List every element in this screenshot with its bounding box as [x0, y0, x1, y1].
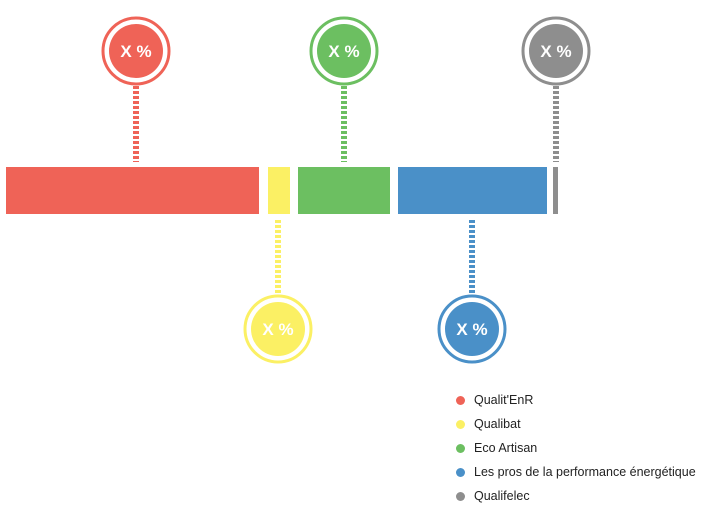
segment-group: X %: [298, 16, 390, 214]
legend-dot: [456, 491, 465, 501]
legend-label: Qualit'EnR: [474, 393, 534, 407]
legend-dot: [456, 419, 465, 429]
callout-label: X %: [328, 42, 359, 61]
legend-label: Qualifelec: [474, 489, 530, 503]
legend-item: Qualibat: [456, 412, 696, 436]
legend-label: Qualibat: [474, 417, 521, 431]
callout-ring: [101, 16, 171, 86]
legend-dot: [456, 467, 465, 477]
bar-segment: [6, 167, 259, 214]
legend-label: Les pros de la performance énergétique: [474, 465, 696, 479]
segment-group: X %: [243, 167, 313, 364]
callout-label: X %: [262, 320, 293, 339]
callout-disc: [445, 302, 499, 356]
callout-label: X %: [456, 320, 487, 339]
segment-group: X %: [521, 16, 591, 214]
bar-segment: [553, 167, 558, 214]
legend-item: Eco Artisan: [456, 436, 696, 460]
callout-ring: [521, 16, 591, 86]
bar-segment: [398, 167, 547, 214]
callout-disc: [109, 24, 163, 78]
legend-item: Qualifelec: [456, 484, 696, 508]
callout-ring: [437, 294, 507, 364]
callout-ring: [243, 294, 313, 364]
segment-group: X %: [6, 16, 259, 214]
callout-disc: [317, 24, 371, 78]
bar-segment: [268, 167, 290, 214]
callout-label: X %: [540, 42, 571, 61]
callout-disc: [529, 24, 583, 78]
legend: Qualit'EnR Qualibat Eco Artisan Les pros de…: [456, 388, 696, 508]
legend-dot: [456, 395, 465, 405]
callout-disc: [251, 302, 305, 356]
callout-ring: [309, 16, 379, 86]
legend-item: Qualit'EnR: [456, 388, 696, 412]
callout-label: X %: [120, 42, 151, 61]
legend-dot: [456, 443, 465, 453]
legend-label: Eco Artisan: [474, 441, 538, 455]
bar-segment: [298, 167, 390, 214]
legend-item: Les pros de la performance énergétique: [456, 460, 696, 484]
segment-group: X %: [398, 167, 547, 364]
